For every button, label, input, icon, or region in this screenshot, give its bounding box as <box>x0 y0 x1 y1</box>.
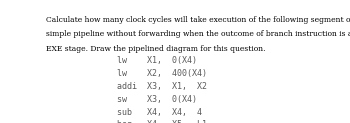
Text: beq   X4,  X5,  L1: beq X4, X5, L1 <box>117 120 207 123</box>
Text: sub   X4,  X4,  4: sub X4, X4, 4 <box>117 108 202 117</box>
Text: lw    X2,  400(X4): lw X2, 400(X4) <box>117 69 207 78</box>
Text: simple pipeline without forwarding when the outcome of branch instruction is ava: simple pipeline without forwarding when … <box>46 30 350 38</box>
Text: lw    X1,  0(X4): lw X1, 0(X4) <box>117 56 197 65</box>
Text: EXE stage. Draw the pipelined diagram for this question.: EXE stage. Draw the pipelined diagram fo… <box>46 45 265 53</box>
Text: sw    X3,  0(X4): sw X3, 0(X4) <box>117 95 197 104</box>
Text: addi  X3,  X1,  X2: addi X3, X1, X2 <box>117 82 207 91</box>
Text: Calculate how many clock cycles will take execution of the following segment one: Calculate how many clock cycles will tak… <box>46 16 350 24</box>
